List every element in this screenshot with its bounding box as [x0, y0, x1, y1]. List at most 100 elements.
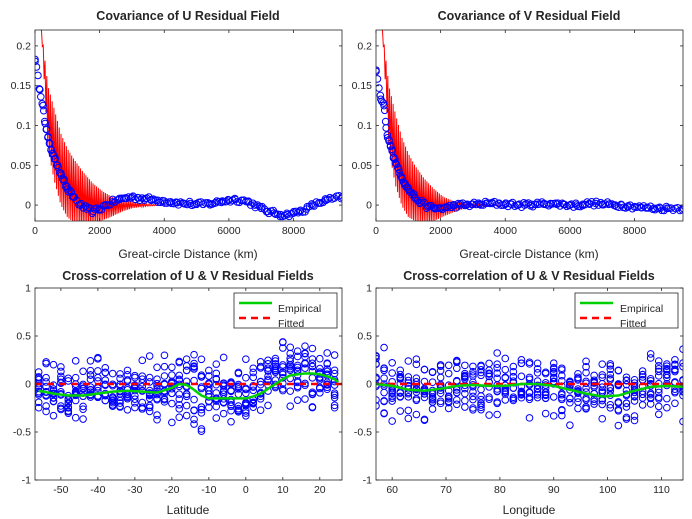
- xcorr-lon-scatter-point: [477, 365, 485, 374]
- xcorr-lon-scatter-point: [388, 417, 396, 425]
- xcorr-lat-xtick-label: 0: [243, 484, 249, 496]
- xcorr-lat-scatter-point: [308, 390, 317, 399]
- xcorr-lon-scatter-point: [549, 363, 558, 372]
- xcorr-lon-scatter-point: [558, 406, 566, 415]
- xcorr-lat-scatter-point: [330, 403, 339, 412]
- xcorr-lat-scatter-point: [286, 402, 295, 410]
- xcorr-lat-scatter-point: [190, 395, 198, 404]
- xcorr-lon-scatter-point: [590, 400, 598, 408]
- xcorr-lat-scatter-point: [256, 394, 265, 403]
- xcorr-lat-scatter-point: [79, 402, 87, 411]
- xcorr-lat-scatter-point: [64, 374, 73, 383]
- cov-v-empirical-point: [587, 198, 596, 206]
- xcorr-lon-scatter-point: [582, 357, 590, 366]
- xcorr-lon-scatter-point: [452, 400, 461, 409]
- cov-u-ytick-label: 0.2: [16, 40, 31, 52]
- xcorr-lat-scatter-point: [57, 378, 65, 387]
- xcorr-lon-scatter-point: [412, 410, 421, 419]
- cov-v-empirical-point: [386, 141, 395, 150]
- cov-v-ytick-label: 0: [366, 200, 372, 212]
- xcorr-lon-scatter-point: [404, 414, 413, 423]
- xcorr-lat-xtick-label: -30: [127, 484, 142, 496]
- cov-v-empirical-point: [678, 205, 683, 214]
- xcorr-lon-scatter-point: [671, 399, 679, 408]
- xcorr-lon-scatter-point: [646, 376, 655, 385]
- xcorr-lat-scatter-point: [145, 394, 154, 403]
- xcorr-lon-xlabel: Longitude: [503, 503, 556, 517]
- xcorr-lat-scatter-point: [108, 396, 117, 404]
- cov-v-empirical-point: [404, 185, 413, 193]
- cov-u-empirical-point: [36, 85, 44, 94]
- xcorr-lon-scatter-point: [646, 400, 655, 408]
- xcorr-lat-xtick-label: 20: [314, 484, 326, 496]
- xcorr-lat-ytick-label: -1: [22, 475, 31, 487]
- xcorr-lon-scatter-point: [622, 376, 631, 385]
- cov-v-empirical-point: [635, 202, 644, 210]
- xcorr-lon-scatter-point: [428, 368, 437, 376]
- cov-u-empirical-point: [95, 205, 104, 213]
- xcorr-lon-scatter-point: [558, 371, 566, 380]
- xcorr-lat-scatter-point: [168, 371, 176, 379]
- xcorr-lat-scatter-point: [264, 372, 272, 381]
- cov-u-empirical-point: [76, 201, 85, 209]
- xcorr-lat-scatter-point: [160, 351, 169, 360]
- xcorr-lon-scatter-point: [614, 366, 623, 375]
- xcorr-lat-scatter-point: [57, 363, 65, 371]
- cov-v-xtick-label: 4000: [494, 225, 518, 237]
- xcorr-lon-scatter-point: [679, 359, 683, 367]
- xcorr-lat-scatter-point: [138, 375, 147, 383]
- xcorr-lon-scatter-point: [598, 386, 607, 395]
- xcorr-lat-scatter-point: [153, 411, 161, 419]
- xcorr-lon-scatter-point: [614, 399, 623, 407]
- xcorr-lat-scatter-point: [153, 395, 161, 404]
- xcorr-lon-scatter-point: [469, 370, 477, 378]
- xcorr-lat-scatter-point: [323, 360, 332, 368]
- xcorr-lon-scatter-point: [679, 387, 683, 395]
- xcorr-lat-scatter-point: [190, 359, 198, 368]
- xcorr-lon-scatter-point: [469, 388, 477, 396]
- xcorr-lat-scatter-point: [205, 366, 213, 375]
- xcorr-lat-marks: [35, 338, 342, 435]
- cov-u-ytick-label: 0.15: [11, 80, 32, 92]
- cov-v-empirical-point: [447, 203, 456, 212]
- xcorr-lon-empirical-line: [376, 382, 683, 398]
- xcorr-lon-scatter-point: [622, 373, 631, 382]
- xcorr-lon-scatter-point: [638, 367, 647, 375]
- xcorr-lon-scatter-point: [444, 392, 453, 401]
- xcorr-lat-scatter-point: [271, 360, 280, 368]
- xcorr-lon-scatter-point: [469, 392, 477, 401]
- cov-v-ytick-label: 0.05: [352, 160, 373, 172]
- cov-v-xtick-label: 6000: [558, 225, 582, 237]
- cov-v-empirical-point: [398, 173, 406, 182]
- xcorr-lat-scatter-point: [293, 378, 302, 387]
- cov-v-empirical-point: [470, 198, 478, 207]
- cov-v-fitted-line: [381, 30, 506, 221]
- xcorr-lon-scatter-point: [622, 413, 631, 422]
- xcorr-lon-scatter-point: [420, 416, 429, 425]
- xcorr-lat-scatter-point: [293, 363, 302, 372]
- xcorr-lat-scatter-point: [227, 378, 235, 386]
- xcorr-lat-scatter-point: [101, 364, 110, 372]
- xcorr-lon-scatter-point: [493, 360, 501, 368]
- xcorr-lon-scatter-point: [388, 369, 396, 377]
- xcorr-lat-scatter-point: [131, 395, 139, 403]
- xcorr-lat-scatter-point: [168, 378, 176, 387]
- xcorr-lon-scatter-point: [582, 405, 590, 413]
- xcorr-lat-scatter-point: [249, 403, 258, 411]
- xcorr-lat-scatter-point: [168, 399, 176, 408]
- cov-u-empirical-point: [136, 196, 144, 205]
- xcorr-lon-scatter-point: [654, 367, 663, 376]
- panel-xcorr-lon: Empirical Fitted 60 70 80 90 100 110 -1 -0.5 0 0.5 1…: [354, 269, 684, 517]
- xcorr-lat-scatter-point: [190, 415, 198, 424]
- xcorr-lat-scatter-point: [182, 355, 191, 363]
- cov-v-empirical-point: [395, 169, 404, 177]
- xcorr-lat-scatter-point: [49, 397, 58, 406]
- cov-v-empirical-point: [376, 84, 383, 92]
- xcorr-lon-scatter-point: [646, 350, 655, 358]
- xcorr-lat-scatter-point: [108, 394, 117, 402]
- xcorr-lon-scatter-point: [404, 373, 413, 381]
- xcorr-lat-scatter-point: [160, 372, 169, 380]
- xcorr-lon-scatter-point: [501, 390, 510, 398]
- xcorr-lon-scatter-point: [574, 376, 582, 384]
- xcorr-lon-scatter-point: [404, 376, 413, 385]
